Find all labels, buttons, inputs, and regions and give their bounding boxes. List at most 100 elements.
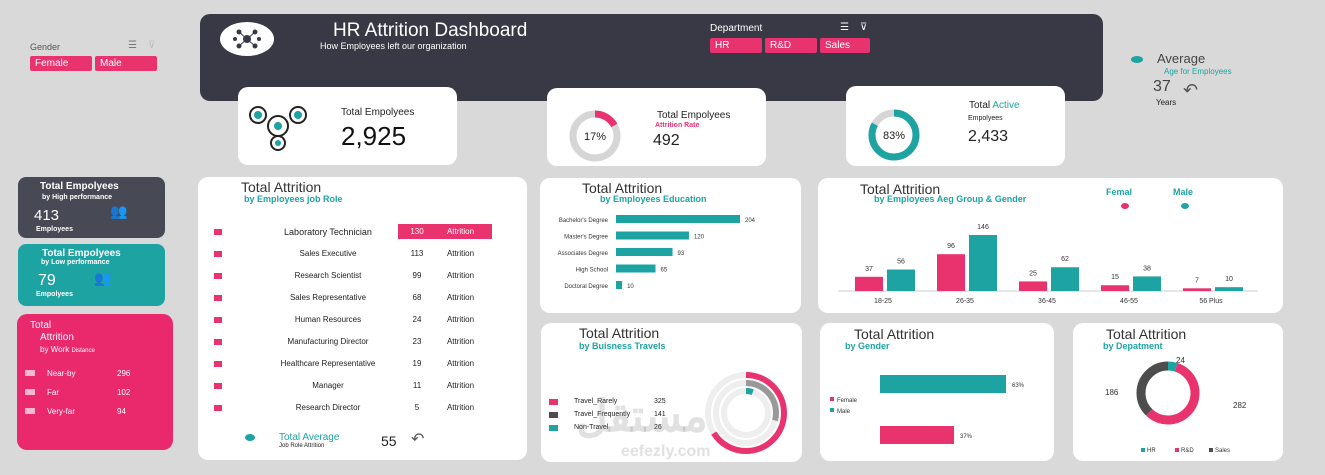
travel-value: 26 [654,424,662,431]
curved-arrow-icon: ↶ [411,431,425,448]
low-perf-value: 79 [38,272,56,289]
page-subtitle: How Employees left our organization [320,41,467,51]
age-tick-label: 56 Plus [1199,298,1223,305]
average-subtitle: Age for Employees [1164,67,1232,76]
gender-male-button[interactable]: Male [95,56,157,71]
travel-title: Total Attrition [579,325,660,341]
table-row[interactable]: Healthcare Representative 19 Attrition [198,356,527,378]
age-gender-chart-card: Total Attrition by Employees Aeg Group &… [818,178,1283,313]
table-row[interactable]: Human Resources 24 Attrition [198,312,527,334]
dept-data-label: 24 [1176,356,1185,365]
kpi-active-title: Total Active [969,100,1020,111]
dept-hr-button[interactable]: HR [710,38,762,53]
edu-bar [616,215,740,223]
edu-bar [616,248,673,256]
job-role-value: 23 [412,337,422,346]
age-data-label: 56 [897,259,905,266]
row-highlight [398,224,492,239]
kpi-rate-label: Total Empolyees [657,110,731,121]
table-row[interactable]: Research Scientist 99 Attrition [198,268,527,290]
table-row[interactable]: Research Director 5 Attrition [198,400,527,422]
job-role-attrition-label: Attrition [446,359,475,368]
age-tick-label: 46-55 [1120,298,1138,305]
edu-tick-label: High School [576,268,608,274]
row-marker [214,295,222,301]
row-marker [214,229,222,235]
age-sub: by Employees Aeg Group & Gender [874,194,1027,204]
table-row[interactable]: Sales Executive 113 Attrition [198,246,527,268]
table-row[interactable]: Sales Representative 68 Attrition [198,290,527,312]
kpi-active-label-a: Total [969,100,991,111]
age-bar [855,276,883,291]
gender-title: Total Attrition [854,326,935,342]
gender-data-label: 63% [1012,383,1025,389]
travel-value: 325 [654,398,666,405]
age-bar [1133,276,1161,291]
edu-bar [616,281,623,289]
distance-row: Very-far 94 [25,407,143,426]
dept-slice [1136,361,1200,425]
dept-rd-button[interactable]: R&D [765,38,817,53]
travel-sub: by Buisness Travels [579,341,666,351]
gender-female-button[interactable]: Female [30,56,92,71]
clear-filter-icon[interactable]: ⊽ [860,22,868,33]
dept-legend-marker [1141,448,1145,452]
row-marker [214,273,222,279]
legend-femal-dot [1121,203,1129,209]
row-marker [214,361,222,367]
high-performance-card: Total Empolyees by High performance 413 … [18,177,165,238]
education-chart-card: Total Attrition by Employees Education B… [540,178,801,313]
average-age-panel: Average Age for Employees 37 Years ↶ [1128,50,1258,110]
edu-data-label: 10 [627,284,634,290]
job-role-name: Sales Executive [299,249,357,258]
job-role-value: 24 [412,315,422,324]
age-bar [1183,288,1211,291]
job-role-name: Research Director [295,403,361,412]
edu-bar [616,231,689,240]
dept-sales-button[interactable]: Sales [820,38,870,53]
kpi-rate-value: 492 [653,132,680,149]
age-bar [969,235,997,291]
logo [220,22,274,56]
table-row[interactable]: Laboratory Technician 130 Attrition [198,224,527,246]
gender-slicer: Gender ☰ ⊽ Female Male [28,40,158,75]
clear-filter-icon[interactable]: ⊽ [148,40,156,51]
low-perf-unit: Empolyees [36,291,73,298]
teal-dot [1131,56,1143,63]
job-role-attrition-label: Attrition [446,249,475,258]
age-data-label: 15 [1111,274,1119,281]
table-row[interactable]: Manufacturing Director 23 Attrition [198,334,527,356]
gender-legend-marker [830,408,834,412]
edu-tick-label: Master's Degree [564,235,608,241]
department-slicer-label: Department [710,23,763,34]
dept-legend-marker [1175,448,1179,452]
multi-select-icon[interactable]: ☰ [840,22,849,33]
job-role-value: 68 [412,293,422,302]
kpi-active-value: 2,433 [968,128,1009,145]
kpi-active-employees: 83% Total Active Empolyees 2,433 [846,86,1065,166]
kpi-rate-sublabel: Attrition Rate [655,122,700,129]
legend-male: Male [1173,187,1194,197]
distance-label: Near-by [47,369,76,378]
education-bar-chart: Bachelor's Degree 204 Master's Degree 120 As… [558,215,756,290]
teal-dot [245,434,255,441]
curved-arrow-icon: ↶ [1183,80,1199,100]
distance-sub: by Work Distance [40,345,95,354]
page-title: HR Attrition Dashboard [333,20,528,41]
multi-select-icon[interactable]: ☰ [128,40,137,51]
low-performance-card: Total Empolyees by Low performance 79 Em… [18,244,165,306]
distance-label: Far [47,388,59,397]
travel-ring [713,380,779,446]
job-role-name: Manager [312,381,344,390]
travel-marker [549,399,558,405]
travel-row: Travel_Rarely 325 [549,398,699,411]
dept-data-label: 186 [1105,388,1119,397]
dept-data-label: 282 [1233,401,1247,410]
edu-tick-label: Associates Degree [558,251,609,257]
group-icon: 👥 [110,203,128,219]
average-unit: Years [1156,98,1177,107]
active-donut: 83% [868,109,920,161]
distance-value: 296 [117,369,131,378]
edu-data-label: 204 [745,218,756,224]
table-row[interactable]: Manager 11 Attrition [198,378,527,400]
